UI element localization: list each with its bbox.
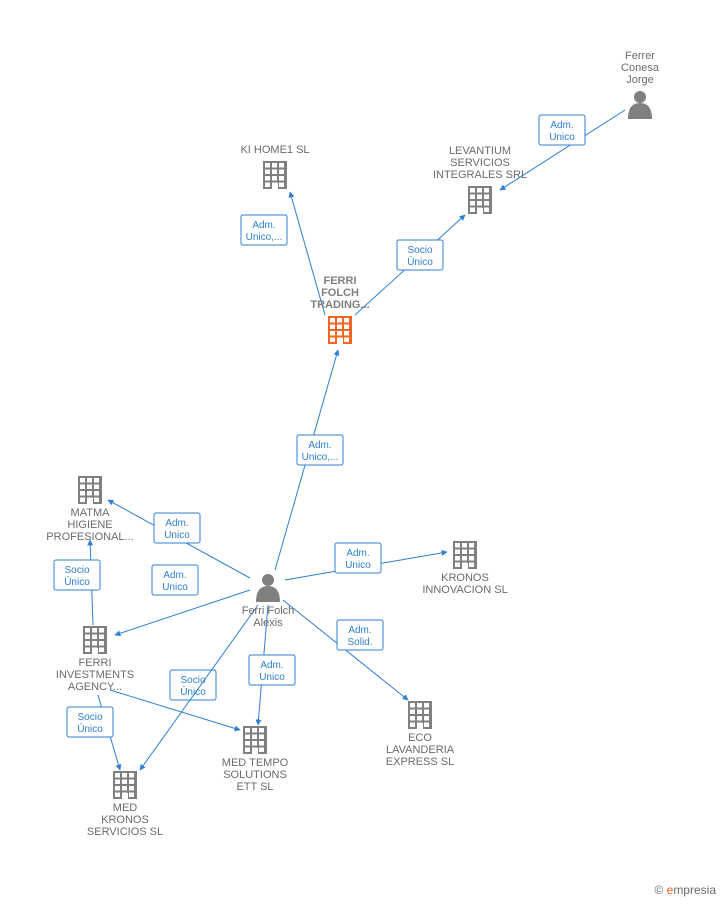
person-icon <box>256 574 280 602</box>
node-label: MEDKRONOSSERVICIOS SL <box>87 802 163 838</box>
edge-label: Adm.Unico <box>345 548 371 571</box>
node-ferrer[interactable]: FerrerConesaJorge <box>621 50 660 119</box>
building-icon <box>243 726 267 754</box>
edge <box>140 605 258 770</box>
node-levantium[interactable]: LEVANTIUMSERVICIOSINTEGRALES SRL <box>433 145 527 214</box>
building-icon <box>453 541 477 569</box>
building-icon <box>78 476 102 504</box>
node-label: KI HOME1 SL <box>240 144 309 156</box>
node-label: FERRIINVESTMENTSAGENCY... <box>56 657 134 693</box>
node-medtempo[interactable]: MED TEMPOSOLUTIONSETT SL <box>222 726 289 793</box>
edge <box>115 590 250 635</box>
node-label: LEVANTIUMSERVICIOSINTEGRALES SRL <box>433 145 527 181</box>
node-matma[interactable]: MATMAHIGIENEPROFESIONAL... <box>46 476 133 543</box>
edge-label: Adm.Solid. <box>347 625 372 648</box>
node-medkronos[interactable]: MEDKRONOSSERVICIOS SL <box>87 771 163 838</box>
edge-label: SocioÚnico <box>180 675 206 698</box>
building-icon <box>113 771 137 799</box>
node-label: KRONOSINNOVACION SL <box>422 572 507 596</box>
node-alexis[interactable]: Ferri FolchAlexis <box>242 574 295 629</box>
node-label: FerrerConesaJorge <box>621 50 660 86</box>
node-kihome[interactable]: KI HOME1 SL <box>240 144 309 189</box>
edge-label: Adm.Unico <box>162 570 188 593</box>
node-label: MED TEMPOSOLUTIONSETT SL <box>222 757 289 793</box>
edge-label: Adm.Unico <box>164 518 190 541</box>
edge-label: Adm.Unico <box>259 660 285 683</box>
building-icon <box>468 186 492 214</box>
copyright: © empresia <box>654 883 716 897</box>
edge-label: SocioÚnico <box>64 565 90 588</box>
node-label: MATMAHIGIENEPROFESIONAL... <box>46 507 133 543</box>
person-icon <box>628 91 652 119</box>
network-diagram: Adm.UnicoSocioÚnicoAdm.Unico,...Adm.Unic… <box>0 0 728 905</box>
building-icon <box>83 626 107 654</box>
edge-label: SocioÚnico <box>77 712 103 735</box>
building-icon <box>328 316 352 344</box>
edge-label: Adm.Unico <box>549 120 575 143</box>
building-icon <box>408 701 432 729</box>
edge-layer: Adm.UnicoSocioÚnicoAdm.Unico,...Adm.Unic… <box>54 110 625 770</box>
building-icon <box>263 161 287 189</box>
node-label: ECOLAVANDERIAEXPRESS SL <box>386 732 455 768</box>
edge <box>290 192 325 315</box>
node-ecolavanderia[interactable]: ECOLAVANDERIAEXPRESS SL <box>386 701 455 768</box>
node-ferriinvest[interactable]: FERRIINVESTMENTSAGENCY... <box>56 626 134 693</box>
copyright-brand: empresia <box>667 883 716 897</box>
node-kronosinnov[interactable]: KRONOSINNOVACION SL <box>422 541 507 596</box>
edge-label: SocioÚnico <box>407 245 433 268</box>
node-layer: FerrerConesaJorge LEVANTIUMSERVICIOSINTEG… <box>46 50 660 838</box>
copyright-symbol: © <box>654 883 663 897</box>
node-fftrading[interactable]: FERRIFOLCHTRADING... <box>310 275 369 344</box>
